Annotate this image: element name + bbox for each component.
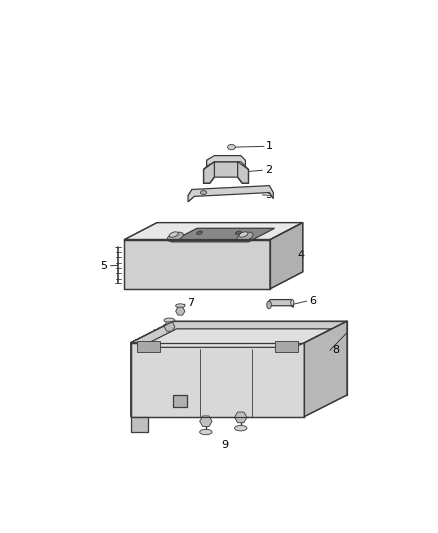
Polygon shape (131, 321, 173, 417)
Polygon shape (131, 321, 347, 343)
Text: 8: 8 (332, 345, 339, 356)
Polygon shape (204, 161, 248, 183)
Ellipse shape (201, 191, 207, 195)
Text: 9: 9 (222, 440, 229, 450)
Text: 7: 7 (187, 298, 194, 309)
Ellipse shape (169, 232, 178, 237)
Text: 3: 3 (265, 190, 272, 200)
Polygon shape (124, 223, 303, 239)
Text: 6: 6 (309, 296, 316, 306)
Ellipse shape (237, 232, 253, 241)
Bar (137, 341, 160, 352)
Ellipse shape (197, 231, 202, 235)
Text: 5: 5 (100, 261, 107, 271)
Ellipse shape (164, 318, 175, 322)
Text: 4: 4 (297, 250, 304, 260)
Ellipse shape (235, 231, 241, 235)
Polygon shape (131, 343, 304, 417)
Polygon shape (188, 185, 273, 202)
Polygon shape (207, 156, 245, 166)
Ellipse shape (228, 144, 235, 150)
Polygon shape (171, 228, 275, 242)
Ellipse shape (200, 429, 212, 435)
Polygon shape (124, 239, 270, 289)
Text: 2: 2 (265, 165, 272, 175)
Polygon shape (131, 417, 148, 432)
Ellipse shape (235, 425, 247, 431)
Ellipse shape (167, 232, 184, 241)
Ellipse shape (239, 232, 248, 237)
Polygon shape (268, 300, 293, 308)
Ellipse shape (291, 300, 294, 306)
Polygon shape (270, 223, 303, 289)
Bar (275, 341, 298, 352)
Polygon shape (140, 329, 332, 348)
Ellipse shape (267, 301, 272, 309)
Polygon shape (173, 395, 187, 407)
Text: 1: 1 (266, 141, 273, 151)
Polygon shape (304, 321, 347, 417)
Ellipse shape (176, 304, 185, 308)
